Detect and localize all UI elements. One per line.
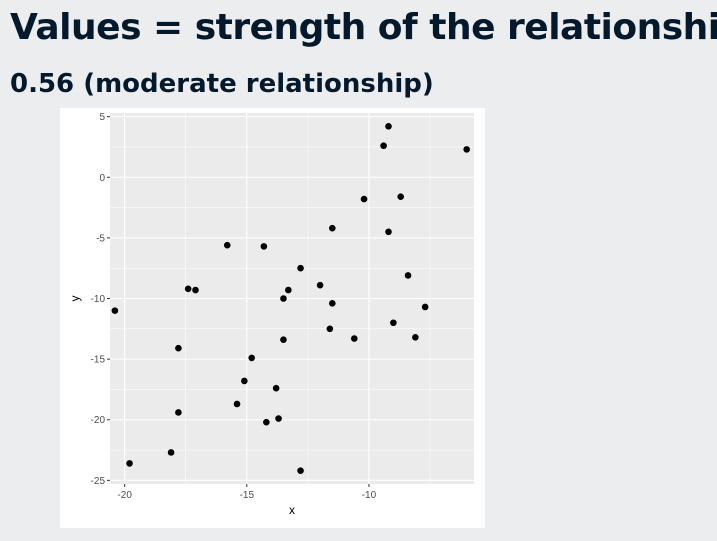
data-point — [297, 467, 304, 474]
slide-title: Values = strength of the relationship — [10, 7, 717, 48]
data-point — [248, 354, 255, 362]
data-point — [263, 418, 270, 426]
data-point — [175, 344, 182, 352]
data-point — [329, 224, 336, 232]
data-point — [397, 193, 405, 200]
x-tick-label: -10 — [362, 490, 377, 501]
data-point — [223, 241, 231, 249]
axes: -20 -15 -10 5 0 -5 -10 -15 -20 -25 — [91, 112, 377, 501]
data-point — [272, 384, 280, 392]
data-point — [326, 325, 334, 333]
data-point — [192, 286, 199, 294]
data-point — [233, 400, 241, 408]
data-point — [260, 243, 268, 250]
data-point — [280, 295, 287, 302]
data-point — [404, 272, 412, 279]
data-point — [241, 377, 248, 385]
scatter-plot: -20 -15 -10 5 0 -5 -10 -15 -20 -25 x y — [68, 112, 474, 517]
data-point — [412, 333, 419, 341]
data-point — [421, 303, 429, 311]
slide-subtitle: 0.56 (moderate relationship) — [10, 69, 434, 99]
grid-major — [110, 113, 474, 484]
y-tick-label: 5 — [99, 112, 105, 123]
data-point — [380, 142, 387, 150]
y-tick-label: -20 — [91, 415, 106, 426]
data-point — [385, 123, 392, 130]
y-tick-label: -15 — [91, 355, 106, 366]
data-point — [175, 409, 182, 416]
data-point — [390, 319, 397, 327]
x-axis-label: x — [289, 503, 295, 517]
data-point — [184, 285, 192, 293]
y-tick-label: 0 — [99, 173, 105, 184]
x-tick-label: -15 — [240, 490, 255, 501]
data-point — [275, 415, 282, 422]
y-tick-label: -10 — [91, 294, 106, 305]
scatter-plot-container: -20 -15 -10 5 0 -5 -10 -15 -20 -25 x y — [60, 108, 485, 528]
data-points — [111, 123, 470, 474]
data-point — [280, 336, 287, 344]
data-point — [463, 146, 470, 153]
data-point — [111, 307, 119, 314]
data-point — [297, 264, 304, 272]
y-tick-label: -5 — [96, 233, 105, 244]
data-point — [329, 300, 336, 307]
data-point — [285, 286, 292, 294]
data-point — [385, 228, 392, 236]
data-point — [126, 460, 133, 467]
x-tick-label: -20 — [117, 490, 132, 501]
data-point — [360, 195, 368, 203]
y-tick-label: -25 — [91, 476, 106, 487]
data-point — [316, 281, 324, 289]
y-axis-label: y — [68, 296, 82, 302]
data-point — [350, 335, 358, 342]
data-point — [167, 449, 175, 456]
